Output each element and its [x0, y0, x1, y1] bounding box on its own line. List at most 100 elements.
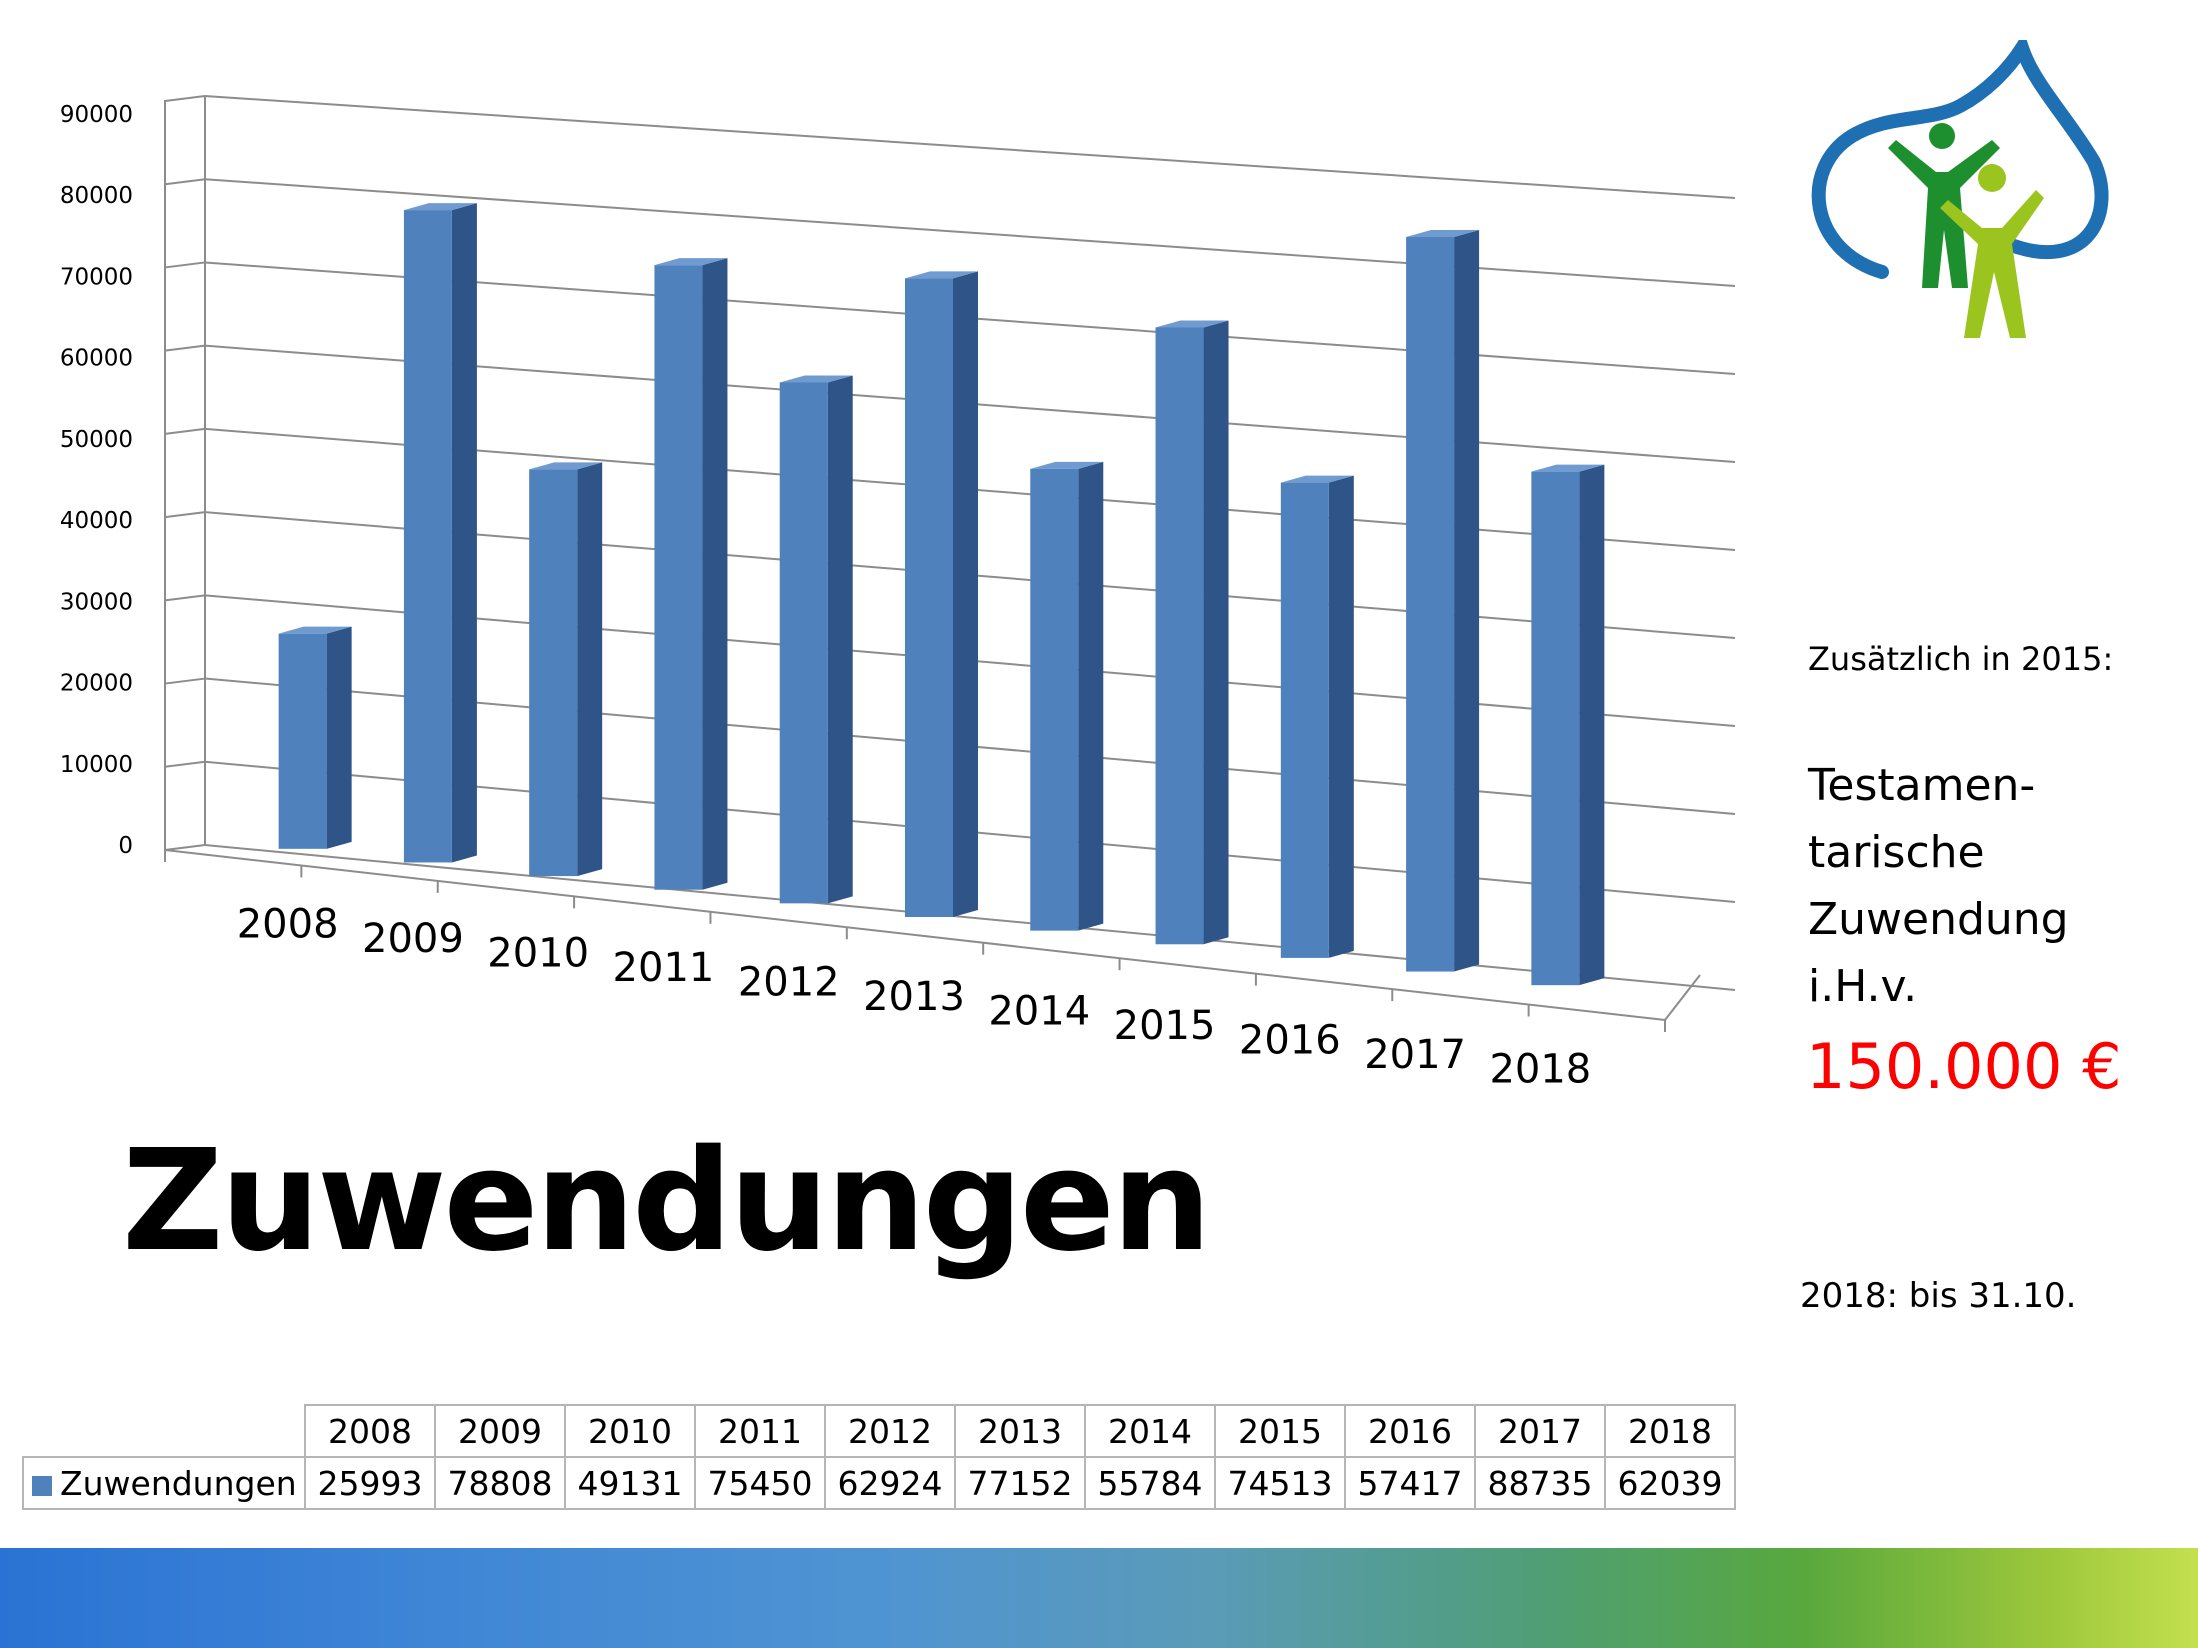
bar — [1030, 468, 1079, 931]
page-title: Zuwendungen — [122, 1120, 1212, 1283]
table-cell: 78808 — [434, 1456, 566, 1510]
bar — [654, 265, 703, 890]
footer-gradient-bar — [0, 1548, 2198, 1648]
y-tick-label: 10000 — [60, 752, 133, 778]
y-tick-label: 70000 — [60, 264, 133, 290]
table-cell: 62039 — [1604, 1456, 1736, 1510]
table-header-cell: 2008 — [304, 1404, 436, 1458]
bar — [1406, 237, 1455, 972]
bar — [1531, 471, 1580, 986]
table-header-cell: 2016 — [1344, 1404, 1476, 1458]
bar — [403, 210, 452, 863]
bar-side — [827, 375, 853, 904]
x-tick-label: 2018 — [1489, 1047, 1591, 1093]
bar-side — [326, 626, 352, 849]
table-header-cell: 2018 — [1604, 1404, 1736, 1458]
bar-side — [1579, 464, 1605, 986]
bar-side — [1454, 230, 1480, 972]
bar-side — [1203, 320, 1229, 945]
bar-side — [702, 258, 728, 890]
x-tick-label: 2016 — [1239, 1018, 1341, 1064]
table-header-cell: 2017 — [1474, 1404, 1606, 1458]
table-cell: 62924 — [824, 1456, 956, 1510]
bar-top — [779, 375, 853, 383]
gridline-side — [164, 594, 206, 602]
note-line: tarische — [1808, 827, 1985, 878]
gridline-side — [164, 178, 206, 186]
bar-top — [1030, 461, 1104, 469]
bar-top — [905, 271, 978, 279]
table-cell: 57417 — [1344, 1456, 1476, 1510]
y-tick-label: 60000 — [60, 346, 133, 372]
table-cell: 75450 — [694, 1456, 826, 1510]
gridline — [204, 844, 1736, 991]
table-row-label: Zuwendungen — [22, 1456, 306, 1510]
bar-chart: 0 10000 20000 30000 40000 50000 60000 70000 8000… — [60, 95, 1736, 1093]
bar — [1155, 327, 1204, 945]
bar-top — [529, 462, 603, 470]
table-cell: 49131 — [564, 1456, 696, 1510]
note-line: i.H.v. — [1808, 961, 1918, 1012]
bar-side — [1078, 461, 1104, 931]
x-tick-label: 2010 — [487, 930, 589, 976]
table-header-row: 2008 2009 2010 2011 2012 2013 2014 2015 … — [23, 1404, 1736, 1458]
legend-label: Zuwendungen — [60, 1463, 297, 1503]
x-tick-label: 2008 — [237, 901, 339, 947]
gridline-side — [164, 427, 206, 435]
note-line: Testamen- — [1808, 760, 2036, 811]
x-tick-label: 2009 — [362, 916, 464, 962]
bar — [1280, 482, 1329, 958]
table-cell: 74513 — [1214, 1456, 1346, 1510]
floor-edge — [1664, 974, 1701, 1021]
table-header-cell: 2010 — [564, 1404, 696, 1458]
x-axis-line — [164, 849, 1666, 1021]
y-tick-label: 0 — [118, 833, 133, 859]
bar — [278, 633, 327, 849]
table-header-cell: 2012 — [824, 1404, 956, 1458]
x-tick-label: 2015 — [1114, 1003, 1216, 1049]
bar — [905, 278, 953, 917]
legend-key-icon — [32, 1475, 52, 1496]
table-cell: 25993 — [304, 1456, 436, 1510]
bar-top — [1531, 464, 1605, 472]
bar-side — [1328, 475, 1354, 958]
bar-side — [953, 271, 978, 917]
gridline — [204, 178, 1736, 287]
x-tick-label: 2013 — [863, 974, 965, 1020]
gridline-side — [164, 760, 206, 768]
x-tick-label: 2017 — [1364, 1032, 1466, 1078]
table-row: Zuwendungen 25993 78808 49131 75450 6292… — [22, 1456, 1736, 1510]
leaf-family-logo-icon — [1811, 40, 2109, 338]
table-cell: 55784 — [1084, 1456, 1216, 1510]
x-tick-label: 2012 — [738, 959, 840, 1005]
bar-side — [451, 203, 477, 863]
gridline — [204, 95, 1736, 199]
bar-top — [403, 203, 477, 211]
x-tick-label: 2014 — [988, 989, 1090, 1035]
table-cell: 88735 — [1474, 1456, 1606, 1510]
table-header-cell: 2011 — [694, 1404, 826, 1458]
note-line: Zuwendung — [1808, 894, 2069, 945]
bar-top — [654, 258, 728, 266]
bar-side — [577, 462, 603, 877]
table-header-cell: 2009 — [434, 1404, 566, 1458]
gridline-side — [164, 261, 206, 269]
y-tick-label: 40000 — [60, 508, 133, 534]
bar — [779, 382, 828, 904]
bar-top — [278, 626, 352, 634]
table-corner-cell — [23, 1405, 306, 1458]
data-table: 2008 2009 2010 2011 2012 2013 2014 2015 … — [22, 1404, 1736, 1510]
bar-top — [1280, 475, 1354, 483]
gridline-side — [164, 677, 206, 685]
y-tick-label: 20000 — [60, 671, 133, 697]
table-cell: 77152 — [954, 1456, 1086, 1510]
note-text: Testamen- tarische Zuwendung i.H.v. — [1808, 752, 2168, 1020]
table-header-cell: 2015 — [1214, 1404, 1346, 1458]
y-tick-label: 80000 — [60, 183, 133, 209]
y-tick-label: 90000 — [60, 102, 133, 128]
note-intro: Zusätzlich in 2015: — [1808, 640, 2114, 678]
bar-top — [1155, 320, 1229, 328]
note-amount: 150.000 € — [1806, 1030, 2122, 1103]
bar-top — [1406, 230, 1480, 238]
gridline-side — [164, 511, 206, 519]
